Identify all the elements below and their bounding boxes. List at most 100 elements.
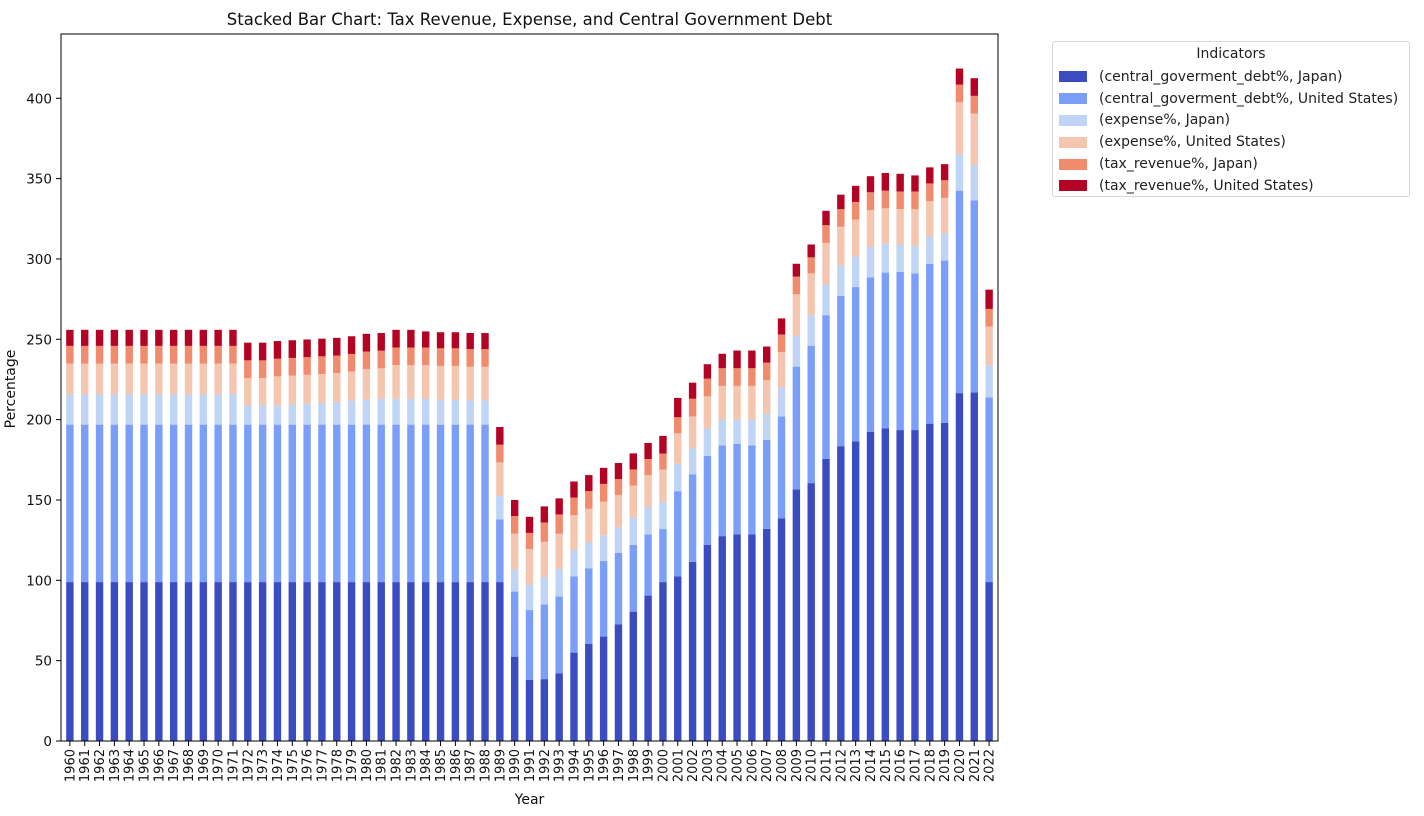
bar-segment-1985-s0 xyxy=(436,582,445,741)
bar-segment-1980-s3 xyxy=(362,369,371,400)
y-axis-label: Percentage xyxy=(3,350,19,429)
bar-segment-1987-s1 xyxy=(466,424,474,583)
bar-segment-1986-s1 xyxy=(451,424,460,583)
x-tick-label: 1977 xyxy=(315,749,330,782)
bar-segment-1997-s4 xyxy=(614,479,623,496)
bar-segment-1965-s0 xyxy=(140,582,148,741)
bar-segment-1986-s0 xyxy=(451,582,460,741)
bar-segment-2006-s0 xyxy=(748,534,756,741)
bar-segment-2008-s4 xyxy=(777,334,786,353)
bar-segment-2003-s1 xyxy=(703,455,712,545)
bar-segment-2008-s2 xyxy=(777,387,786,417)
bar-segment-1962-s0 xyxy=(95,582,104,741)
legend-item: (expense%, United States) xyxy=(1053,131,1409,153)
bar-segment-2014-s2 xyxy=(866,246,875,278)
bar-segment-2020-s5 xyxy=(955,68,964,85)
bar-segment-2000-s2 xyxy=(659,501,667,530)
bar-segment-2017-s5 xyxy=(911,175,919,192)
bar-segment-2007-s0 xyxy=(763,528,771,741)
bar-segment-2002-s0 xyxy=(688,561,697,741)
bar-segment-2016-s1 xyxy=(896,271,904,431)
x-tick-label: 2018 xyxy=(923,749,938,782)
bar-segment-1961-s3 xyxy=(81,363,89,395)
legend-label: (expense%, United States) xyxy=(1099,134,1286,151)
x-tick-label: 1967 xyxy=(167,749,182,782)
bar-segment-2021-s5 xyxy=(970,78,978,96)
bar-segment-1994-s5 xyxy=(570,481,578,498)
bar-segment-1978-s0 xyxy=(333,582,341,741)
bar-segment-1970-s2 xyxy=(214,394,222,425)
bar-segment-1966-s1 xyxy=(155,424,163,583)
bar-segment-1991-s3 xyxy=(525,548,534,585)
bar-segment-1989-s5 xyxy=(496,427,504,445)
x-tick-label: 1978 xyxy=(330,749,345,782)
bar-segment-2013-s1 xyxy=(851,287,860,442)
bar-segment-1997-s2 xyxy=(614,527,623,553)
bar-segment-1960-s4 xyxy=(66,345,74,364)
bar-segment-1990-s0 xyxy=(510,656,519,741)
x-tick-label: 1974 xyxy=(271,749,286,782)
bar-segment-1961-s5 xyxy=(81,329,89,346)
bar-segment-2021-s4 xyxy=(970,95,978,114)
bar-segment-2022-s5 xyxy=(985,289,993,309)
bar-segment-2005-s0 xyxy=(733,534,741,741)
bar-segment-1970-s5 xyxy=(214,329,222,346)
bar-segment-2011-s2 xyxy=(822,284,830,316)
bar-segment-2006-s3 xyxy=(748,385,756,420)
x-tick-label: 1963 xyxy=(108,749,123,782)
bar-segment-1972-s4 xyxy=(244,360,252,379)
bar-segment-2021-s3 xyxy=(970,113,978,165)
x-tick-label: 1997 xyxy=(612,749,627,782)
bar-segment-1967-s3 xyxy=(169,363,178,395)
bar-segment-2016-s2 xyxy=(896,244,904,272)
bar-segment-1979-s3 xyxy=(347,371,356,401)
x-tick-label: 1965 xyxy=(138,749,153,782)
bar-segment-1983-s5 xyxy=(407,329,415,348)
bar-segment-1995-s4 xyxy=(585,491,593,509)
x-tick-label: 1989 xyxy=(493,749,508,782)
bar-segment-1996-s1 xyxy=(599,561,608,637)
bar-segment-1972-s5 xyxy=(244,342,252,361)
bar-segment-1987-s5 xyxy=(466,333,474,350)
bar-segment-1986-s3 xyxy=(451,365,460,400)
bar-segment-1994-s0 xyxy=(570,652,578,742)
bar-segment-1964-s3 xyxy=(125,363,133,395)
bar-segment-1994-s4 xyxy=(570,497,578,516)
bar-segment-1973-s1 xyxy=(258,424,267,583)
legend-item: (tax_revenue%, Japan) xyxy=(1053,153,1409,175)
x-tick-label: 2017 xyxy=(908,749,923,782)
x-tick-label: 1969 xyxy=(197,749,212,782)
bar-segment-1994-s3 xyxy=(570,515,578,551)
bar-segment-2013-s2 xyxy=(851,256,860,288)
bar-segment-1975-s5 xyxy=(288,340,296,358)
bar-segment-2012-s3 xyxy=(837,226,845,266)
bar-segment-1984-s3 xyxy=(422,365,430,399)
bar-segment-1997-s1 xyxy=(614,553,623,625)
bar-segment-2009-s0 xyxy=(792,489,801,741)
bar-segment-1999-s4 xyxy=(644,459,652,476)
bar-segment-1977-s1 xyxy=(318,424,326,583)
bar-segment-1977-s0 xyxy=(318,582,326,741)
x-tick-label: 2003 xyxy=(701,749,716,782)
bar-segment-1967-s1 xyxy=(169,424,178,583)
bar-segment-2011-s3 xyxy=(822,242,830,285)
bar-segment-1991-s5 xyxy=(525,516,534,533)
legend-label: (expense%, Japan) xyxy=(1099,112,1231,129)
bar-segment-2014-s5 xyxy=(866,176,875,193)
bar-segment-2021-s0 xyxy=(970,392,978,741)
x-tick-label: 2002 xyxy=(686,749,701,782)
bar-segment-2002-s3 xyxy=(688,416,697,449)
legend-swatch xyxy=(1059,71,1087,83)
y-axis: 0 50 100 150 200 250 300 350 400 xyxy=(26,91,61,750)
bar-segment-1973-s0 xyxy=(258,582,267,741)
bar-segment-2005-s1 xyxy=(733,443,741,535)
bar-segment-2014-s1 xyxy=(866,277,875,432)
bar-segment-1997-s0 xyxy=(614,624,623,741)
bar-segment-1975-s1 xyxy=(288,424,296,583)
bar-segment-1993-s2 xyxy=(555,569,563,597)
bar-segment-2004-s5 xyxy=(718,353,726,369)
bar-segment-2011-s1 xyxy=(822,315,830,459)
bar-segment-1965-s1 xyxy=(140,424,148,583)
bar-segment-1968-s2 xyxy=(184,394,193,425)
bar-segment-1977-s5 xyxy=(318,338,326,357)
